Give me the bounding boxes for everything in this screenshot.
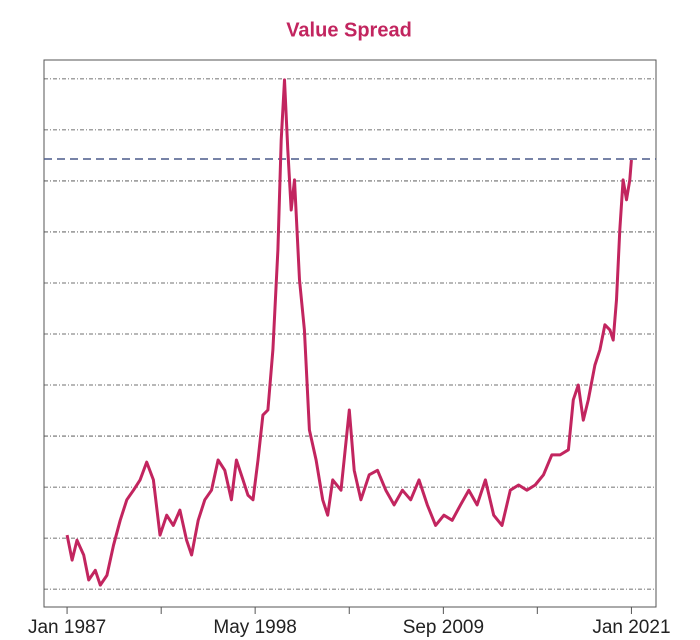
x-tick-label: May 1998 [213, 617, 296, 638]
x-tick-label: Sep 2009 [403, 617, 484, 638]
chart-title: Value Spread [286, 19, 412, 41]
plot-frame [43, 59, 657, 608]
x-tick-label: Jan 2021 [592, 617, 670, 638]
x-tick-label: Jan 1987 [28, 617, 106, 638]
line [65, 78, 633, 587]
